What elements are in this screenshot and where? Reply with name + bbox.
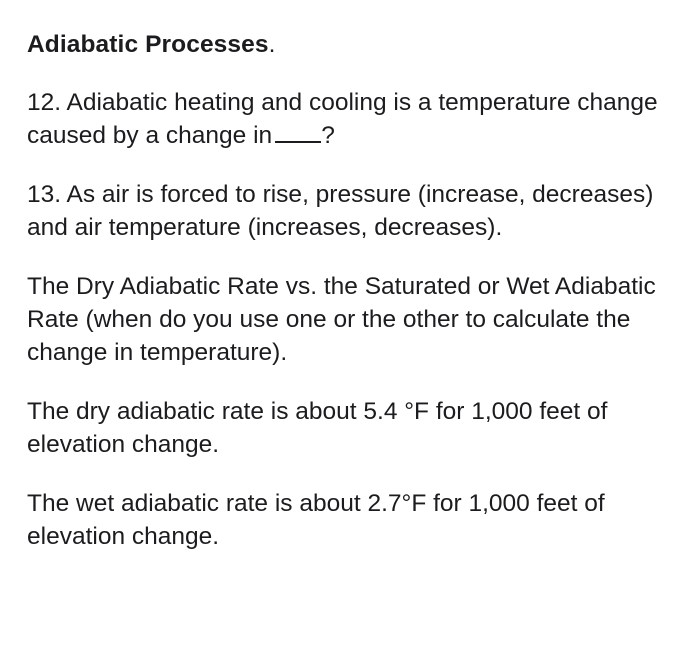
- title-text: Adiabatic Processes: [27, 31, 269, 58]
- rates-intro-paragraph: The Dry Adiabatic Rate vs. the Saturated…: [27, 273, 656, 366]
- answer-blank: [275, 123, 322, 143]
- question-13: 13. As air is forced to rise, pressure (…: [27, 181, 654, 241]
- wet-rate-paragraph: The wet adiabatic rate is about 2.7°F fo…: [27, 490, 605, 550]
- title-trailing-period: .: [268, 31, 276, 58]
- dry-rate-paragraph: The dry adiabatic rate is about 5.4 °F f…: [27, 398, 608, 458]
- question-12-text: 12. Adiabatic heating and cooling is a t…: [27, 89, 658, 149]
- question-12-end: ?: [321, 122, 335, 149]
- question-12: 12. Adiabatic heating and cooling is a t…: [27, 86, 674, 152]
- page-title: Adiabatic Processes.: [27, 28, 674, 61]
